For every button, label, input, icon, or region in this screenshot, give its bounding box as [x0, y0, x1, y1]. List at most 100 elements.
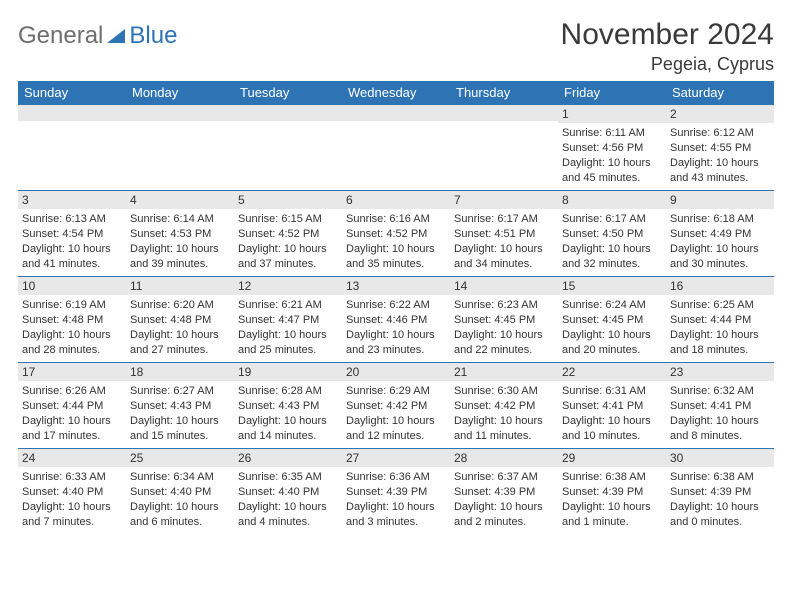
sunset-text: Sunset: 4:50 PM — [562, 227, 662, 242]
sunrise-text: Sunrise: 6:35 AM — [238, 470, 338, 485]
day-number: 27 — [342, 449, 450, 467]
day-number: 20 — [342, 363, 450, 381]
sunrise-text: Sunrise: 6:30 AM — [454, 384, 554, 399]
calendar-cell: 20Sunrise: 6:29 AMSunset: 4:42 PMDayligh… — [342, 363, 450, 449]
dayhead-friday: Friday — [558, 81, 666, 105]
calendar-week: 17Sunrise: 6:26 AMSunset: 4:44 PMDayligh… — [18, 363, 774, 449]
sunrise-text: Sunrise: 6:37 AM — [454, 470, 554, 485]
day-number: 5 — [234, 191, 342, 209]
day-details: Sunrise: 6:22 AMSunset: 4:46 PMDaylight:… — [342, 295, 450, 361]
calendar-cell: 14Sunrise: 6:23 AMSunset: 4:45 PMDayligh… — [450, 277, 558, 363]
daylight-text: Daylight: 10 hours and 27 minutes. — [130, 328, 230, 358]
sunrise-text: Sunrise: 6:14 AM — [130, 212, 230, 227]
day-details: Sunrise: 6:33 AMSunset: 4:40 PMDaylight:… — [18, 467, 126, 533]
calendar-cell — [126, 105, 234, 191]
calendar-cell: 4Sunrise: 6:14 AMSunset: 4:53 PMDaylight… — [126, 191, 234, 277]
day-number: 28 — [450, 449, 558, 467]
calendar-cell: 25Sunrise: 6:34 AMSunset: 4:40 PMDayligh… — [126, 449, 234, 535]
day-details: Sunrise: 6:24 AMSunset: 4:45 PMDaylight:… — [558, 295, 666, 361]
day-details: Sunrise: 6:18 AMSunset: 4:49 PMDaylight:… — [666, 209, 774, 275]
sunrise-text: Sunrise: 6:33 AM — [22, 470, 122, 485]
sunset-text: Sunset: 4:41 PM — [562, 399, 662, 414]
daylight-text: Daylight: 10 hours and 10 minutes. — [562, 414, 662, 444]
calendar-cell: 16Sunrise: 6:25 AMSunset: 4:44 PMDayligh… — [666, 277, 774, 363]
sunrise-text: Sunrise: 6:16 AM — [346, 212, 446, 227]
day-number: 11 — [126, 277, 234, 295]
sunset-text: Sunset: 4:39 PM — [670, 485, 770, 500]
logo-text-general: General — [18, 22, 103, 50]
daylight-text: Daylight: 10 hours and 28 minutes. — [22, 328, 122, 358]
calendar-cell: 13Sunrise: 6:22 AMSunset: 4:46 PMDayligh… — [342, 277, 450, 363]
header: General Blue November 2024 Pegeia, Cypru… — [18, 18, 774, 75]
calendar-week: 10Sunrise: 6:19 AMSunset: 4:48 PMDayligh… — [18, 277, 774, 363]
sunrise-text: Sunrise: 6:15 AM — [238, 212, 338, 227]
calendar-cell — [450, 105, 558, 191]
day-details: Sunrise: 6:37 AMSunset: 4:39 PMDaylight:… — [450, 467, 558, 533]
day-details: Sunrise: 6:31 AMSunset: 4:41 PMDaylight:… — [558, 381, 666, 447]
calendar-week: 3Sunrise: 6:13 AMSunset: 4:54 PMDaylight… — [18, 191, 774, 277]
dayhead-wednesday: Wednesday — [342, 81, 450, 105]
sunset-text: Sunset: 4:43 PM — [130, 399, 230, 414]
day-number: 22 — [558, 363, 666, 381]
daylight-text: Daylight: 10 hours and 3 minutes. — [346, 500, 446, 530]
day-number: 14 — [450, 277, 558, 295]
sunset-text: Sunset: 4:53 PM — [130, 227, 230, 242]
calendar-cell: 10Sunrise: 6:19 AMSunset: 4:48 PMDayligh… — [18, 277, 126, 363]
calendar-cell — [342, 105, 450, 191]
daylight-text: Daylight: 10 hours and 17 minutes. — [22, 414, 122, 444]
day-details: Sunrise: 6:30 AMSunset: 4:42 PMDaylight:… — [450, 381, 558, 447]
calendar-cell: 19Sunrise: 6:28 AMSunset: 4:43 PMDayligh… — [234, 363, 342, 449]
sunset-text: Sunset: 4:55 PM — [670, 141, 770, 156]
day-details: Sunrise: 6:15 AMSunset: 4:52 PMDaylight:… — [234, 209, 342, 275]
daylight-text: Daylight: 10 hours and 14 minutes. — [238, 414, 338, 444]
day-number: 23 — [666, 363, 774, 381]
day-number — [342, 105, 450, 121]
sunset-text: Sunset: 4:42 PM — [454, 399, 554, 414]
sunset-text: Sunset: 4:39 PM — [562, 485, 662, 500]
daylight-text: Daylight: 10 hours and 15 minutes. — [130, 414, 230, 444]
dayhead-thursday: Thursday — [450, 81, 558, 105]
daylight-text: Daylight: 10 hours and 30 minutes. — [670, 242, 770, 272]
calendar-cell: 30Sunrise: 6:38 AMSunset: 4:39 PMDayligh… — [666, 449, 774, 535]
sunrise-text: Sunrise: 6:11 AM — [562, 126, 662, 141]
day-details: Sunrise: 6:38 AMSunset: 4:39 PMDaylight:… — [666, 467, 774, 533]
calendar-cell: 27Sunrise: 6:36 AMSunset: 4:39 PMDayligh… — [342, 449, 450, 535]
sunset-text: Sunset: 4:42 PM — [346, 399, 446, 414]
calendar-cell: 23Sunrise: 6:32 AMSunset: 4:41 PMDayligh… — [666, 363, 774, 449]
day-details: Sunrise: 6:12 AMSunset: 4:55 PMDaylight:… — [666, 123, 774, 189]
daylight-text: Daylight: 10 hours and 1 minute. — [562, 500, 662, 530]
day-details: Sunrise: 6:27 AMSunset: 4:43 PMDaylight:… — [126, 381, 234, 447]
day-number — [450, 105, 558, 121]
day-number: 19 — [234, 363, 342, 381]
day-details: Sunrise: 6:25 AMSunset: 4:44 PMDaylight:… — [666, 295, 774, 361]
day-details: Sunrise: 6:36 AMSunset: 4:39 PMDaylight:… — [342, 467, 450, 533]
calendar-cell — [234, 105, 342, 191]
daylight-text: Daylight: 10 hours and 43 minutes. — [670, 156, 770, 186]
calendar-cell: 29 Sunrise: 6:38 AMSunset: 4:39 PMDayligh… — [558, 449, 666, 535]
sunset-text: Sunset: 4:39 PM — [346, 485, 446, 500]
sunrise-text: Sunrise: 6:38 AM — [562, 470, 662, 485]
day-number: 15 — [558, 277, 666, 295]
day-number: 29 — [558, 449, 666, 467]
sunset-text: Sunset: 4:47 PM — [238, 313, 338, 328]
calendar-cell — [18, 105, 126, 191]
day-details: Sunrise: 6:11 AMSunset: 4:56 PMDaylight:… — [558, 123, 666, 189]
sunrise-text: Sunrise: 6:28 AM — [238, 384, 338, 399]
day-details: Sunrise: 6:34 AMSunset: 4:40 PMDaylight:… — [126, 467, 234, 533]
day-number: 2 — [666, 105, 774, 123]
calendar-table: Sunday Monday Tuesday Wednesday Thursday… — [18, 81, 774, 535]
sunset-text: Sunset: 4:45 PM — [454, 313, 554, 328]
dayhead-sunday: Sunday — [18, 81, 126, 105]
sunset-text: Sunset: 4:40 PM — [238, 485, 338, 500]
sunrise-text: Sunrise: 6:29 AM — [346, 384, 446, 399]
day-number: 8 — [558, 191, 666, 209]
day-details: Sunrise: 6:17 AMSunset: 4:51 PMDaylight:… — [450, 209, 558, 275]
daylight-text: Daylight: 10 hours and 18 minutes. — [670, 328, 770, 358]
daylight-text: Daylight: 10 hours and 12 minutes. — [346, 414, 446, 444]
daylight-text: Daylight: 10 hours and 4 minutes. — [238, 500, 338, 530]
sunrise-text: Sunrise: 6:22 AM — [346, 298, 446, 313]
day-number — [18, 105, 126, 121]
sunrise-text: Sunrise: 6:17 AM — [562, 212, 662, 227]
daylight-text: Daylight: 10 hours and 7 minutes. — [22, 500, 122, 530]
day-details: Sunrise: 6:29 AMSunset: 4:42 PMDaylight:… — [342, 381, 450, 447]
